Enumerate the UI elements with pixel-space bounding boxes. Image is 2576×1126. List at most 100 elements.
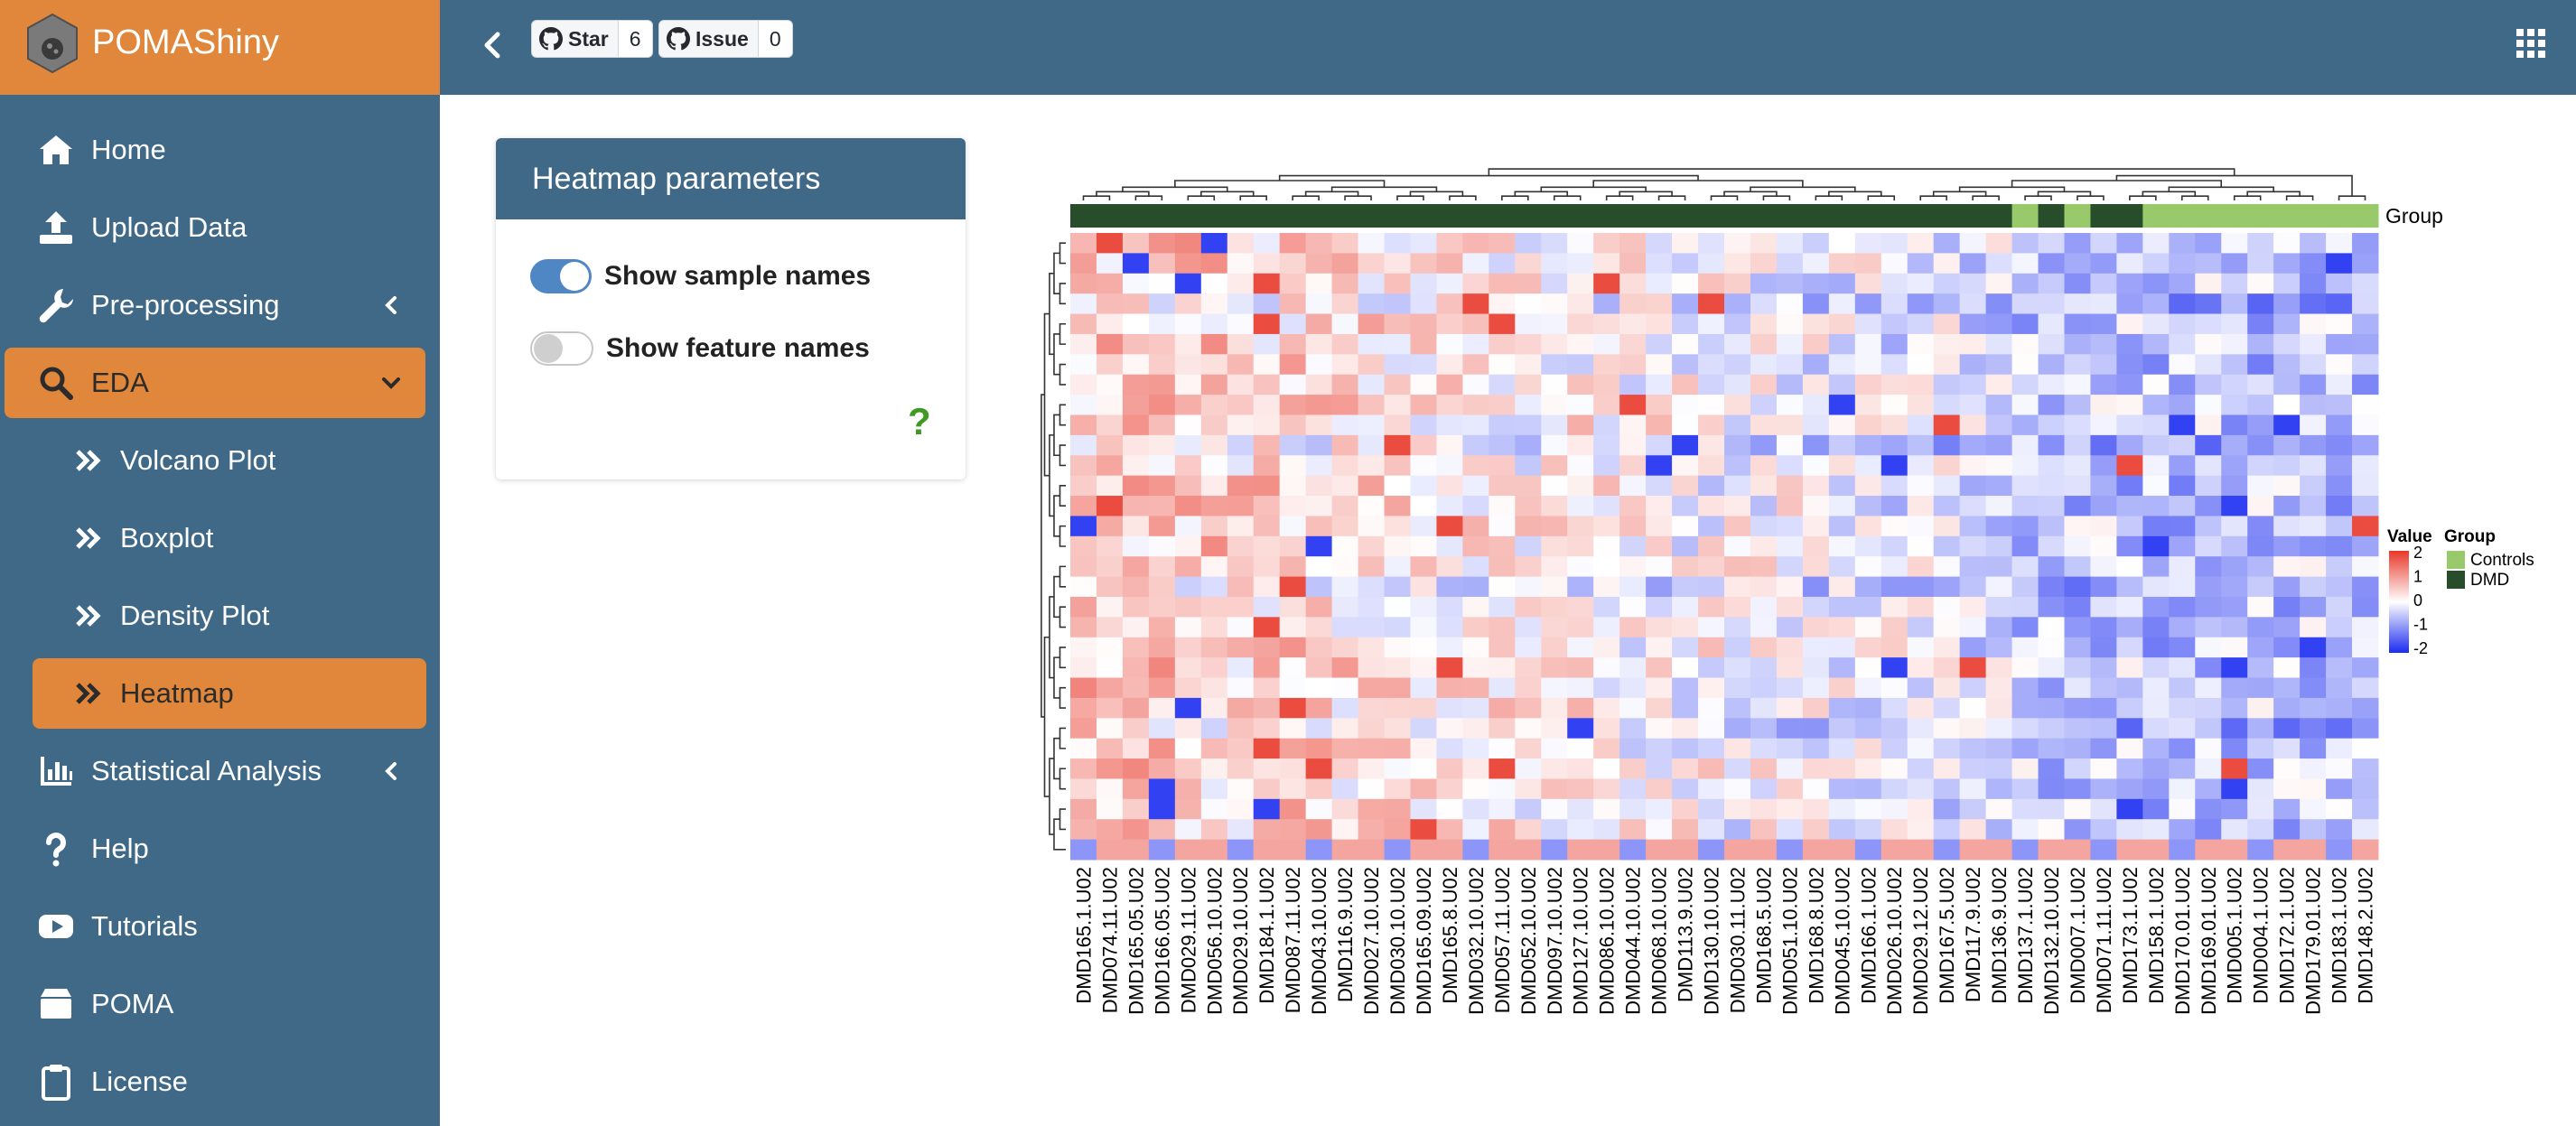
sample-label: DMD116.9.U02: [1334, 867, 1357, 1002]
dendrogram-link: [1867, 195, 1896, 200]
heatmap-cell: [1489, 758, 1516, 779]
heatmap-cell: [1881, 293, 1909, 315]
heatmap-cell: [2273, 313, 2301, 335]
heatmap-cell: [1802, 839, 1830, 861]
heatmap-cell: [1436, 273, 1463, 294]
heatmap-cell: [2221, 233, 2248, 254]
dendrogram-link: [1053, 495, 1060, 537]
heatmap-cell: [1331, 657, 1359, 679]
sidebar-item-statistical-analysis[interactable]: Statistical Analysis: [0, 736, 440, 806]
heatmap-cell: [1305, 354, 1333, 376]
heatmap-cell: [2169, 839, 2196, 861]
heatmap-cell: [1698, 273, 1725, 294]
grid-apps-icon[interactable]: [2516, 29, 2545, 58]
heatmap-cell: [1174, 434, 1202, 456]
heatmap-cell: [1672, 738, 1699, 759]
heatmap-cell: [1750, 617, 1778, 638]
sample-label: DMD137.1.U02: [2014, 867, 2037, 1004]
sidebar-item-heatmap[interactable]: Heatmap: [33, 658, 426, 729]
sample-label: DMD130.10.U02: [1701, 867, 1723, 1015]
heatmap-cell: [1174, 556, 1202, 578]
github-star-count[interactable]: 6: [618, 20, 653, 58]
heatmap-cell: [1619, 556, 1647, 578]
show-feature-names-toggle[interactable]: Show feature names: [530, 331, 870, 366]
heatmap-cell: [1384, 718, 1411, 740]
heatmap-cell: [1750, 273, 1778, 294]
heatmap-cell: [2142, 617, 2170, 638]
heatmap-cell: [1253, 516, 1281, 537]
heatmap-cell: [1462, 576, 1489, 598]
show-sample-names-toggle[interactable]: Show sample names: [530, 259, 871, 293]
heatmap-cell: [1750, 455, 1778, 477]
heatmap-cell: [1959, 414, 1987, 436]
heatmap-cell: [1515, 253, 1542, 275]
heatmap-cell: [1253, 596, 1281, 618]
heatmap-cell: [1828, 677, 1856, 699]
heatmap-cell: [2326, 354, 2353, 376]
heatmap-cell: [1122, 718, 1150, 740]
heatmap-cell: [1881, 556, 1909, 578]
sidebar-toggle-chevron-left-icon[interactable]: [477, 25, 508, 65]
heatmap-cell: [1541, 677, 1568, 699]
heatmap-cell: [1750, 839, 1778, 861]
heatmap-cell: [1515, 496, 1542, 516]
heatmap-cell: [1881, 778, 1909, 800]
heatmap-cell: [1567, 617, 1594, 638]
heatmap-cell: [1959, 273, 1987, 294]
heatmap-cell: [2352, 657, 2379, 679]
heatmap-cell: [1541, 354, 1568, 376]
heatmap-cell: [1489, 374, 1516, 395]
sample-label: DMD172.1.U02: [2276, 867, 2299, 1004]
heatmap-cell: [1541, 758, 1568, 779]
heatmap-cell: [2326, 839, 2353, 861]
heatmap-cell: [1776, 455, 1804, 477]
help-question-icon[interactable]: ?: [908, 400, 931, 442]
heatmap-cell: [2142, 434, 2170, 456]
heatmap-cell: [1358, 535, 1386, 557]
sidebar-item-eda[interactable]: EDA: [5, 348, 425, 418]
heatmap-cell: [1619, 395, 1647, 415]
heatmap-cell: [1541, 819, 1568, 841]
heatmap-cell: [2142, 455, 2170, 477]
heatmap-cell: [1698, 395, 1725, 415]
toggle-switch-off[interactable]: [530, 331, 593, 366]
github-issue-count[interactable]: 0: [758, 20, 793, 58]
heatmap-cell: [1096, 273, 1124, 294]
toggle-switch-on[interactable]: [530, 259, 592, 293]
sidebar-item-volcano-plot[interactable]: Volcano Plot: [0, 425, 440, 496]
heatmap-cell: [2352, 253, 2379, 275]
heatmap-cell: [2011, 273, 2039, 294]
sidebar-item-poma[interactable]: POMA: [0, 969, 440, 1039]
github-issue-button[interactable]: Issue: [658, 20, 759, 58]
heatmap-cell: [2273, 839, 2301, 861]
heatmap-cell: [2011, 233, 2039, 254]
heatmap-cell: [1384, 677, 1411, 699]
heatmap-cell: [1985, 657, 2013, 679]
heatmap-cell: [1070, 718, 1097, 740]
heatmap-cell: [2064, 354, 2091, 376]
sidebar-item-help[interactable]: Help: [0, 814, 440, 884]
heatmap-cell: [2169, 496, 2196, 516]
sidebar-item-home[interactable]: Home: [0, 115, 440, 185]
github-star-button[interactable]: Star: [531, 20, 619, 58]
sidebar-item-pre-processing[interactable]: Pre-processing: [0, 270, 440, 340]
sidebar-item-boxplot[interactable]: Boxplot: [0, 503, 440, 573]
heatmap-cell: [1985, 273, 2013, 294]
sidebar-item-density-plot[interactable]: Density Plot: [0, 581, 440, 651]
heatmap-cell: [1096, 637, 1124, 658]
heatmap-cell: [1541, 414, 1568, 436]
heatmap-cell: [1515, 798, 1542, 820]
dendrogram-link: [1049, 758, 1054, 835]
group-annotation-cell: [2038, 204, 2065, 228]
dendrogram-link: [1059, 727, 1066, 749]
heatmap-cell: [2352, 313, 2379, 335]
heatmap-cell: [1358, 455, 1386, 477]
heatmap-cell: [1148, 718, 1176, 740]
sidebar-item-license[interactable]: License: [0, 1047, 440, 1117]
heatmap-cell: [2326, 637, 2353, 658]
sidebar-item-upload-data[interactable]: Upload Data: [0, 192, 440, 263]
heatmap-cell: [1436, 374, 1463, 395]
heatmap-cell: [2326, 233, 2353, 254]
sidebar-item-tutorials[interactable]: Tutorials: [0, 891, 440, 962]
heatmap-cell: [1724, 677, 1751, 699]
